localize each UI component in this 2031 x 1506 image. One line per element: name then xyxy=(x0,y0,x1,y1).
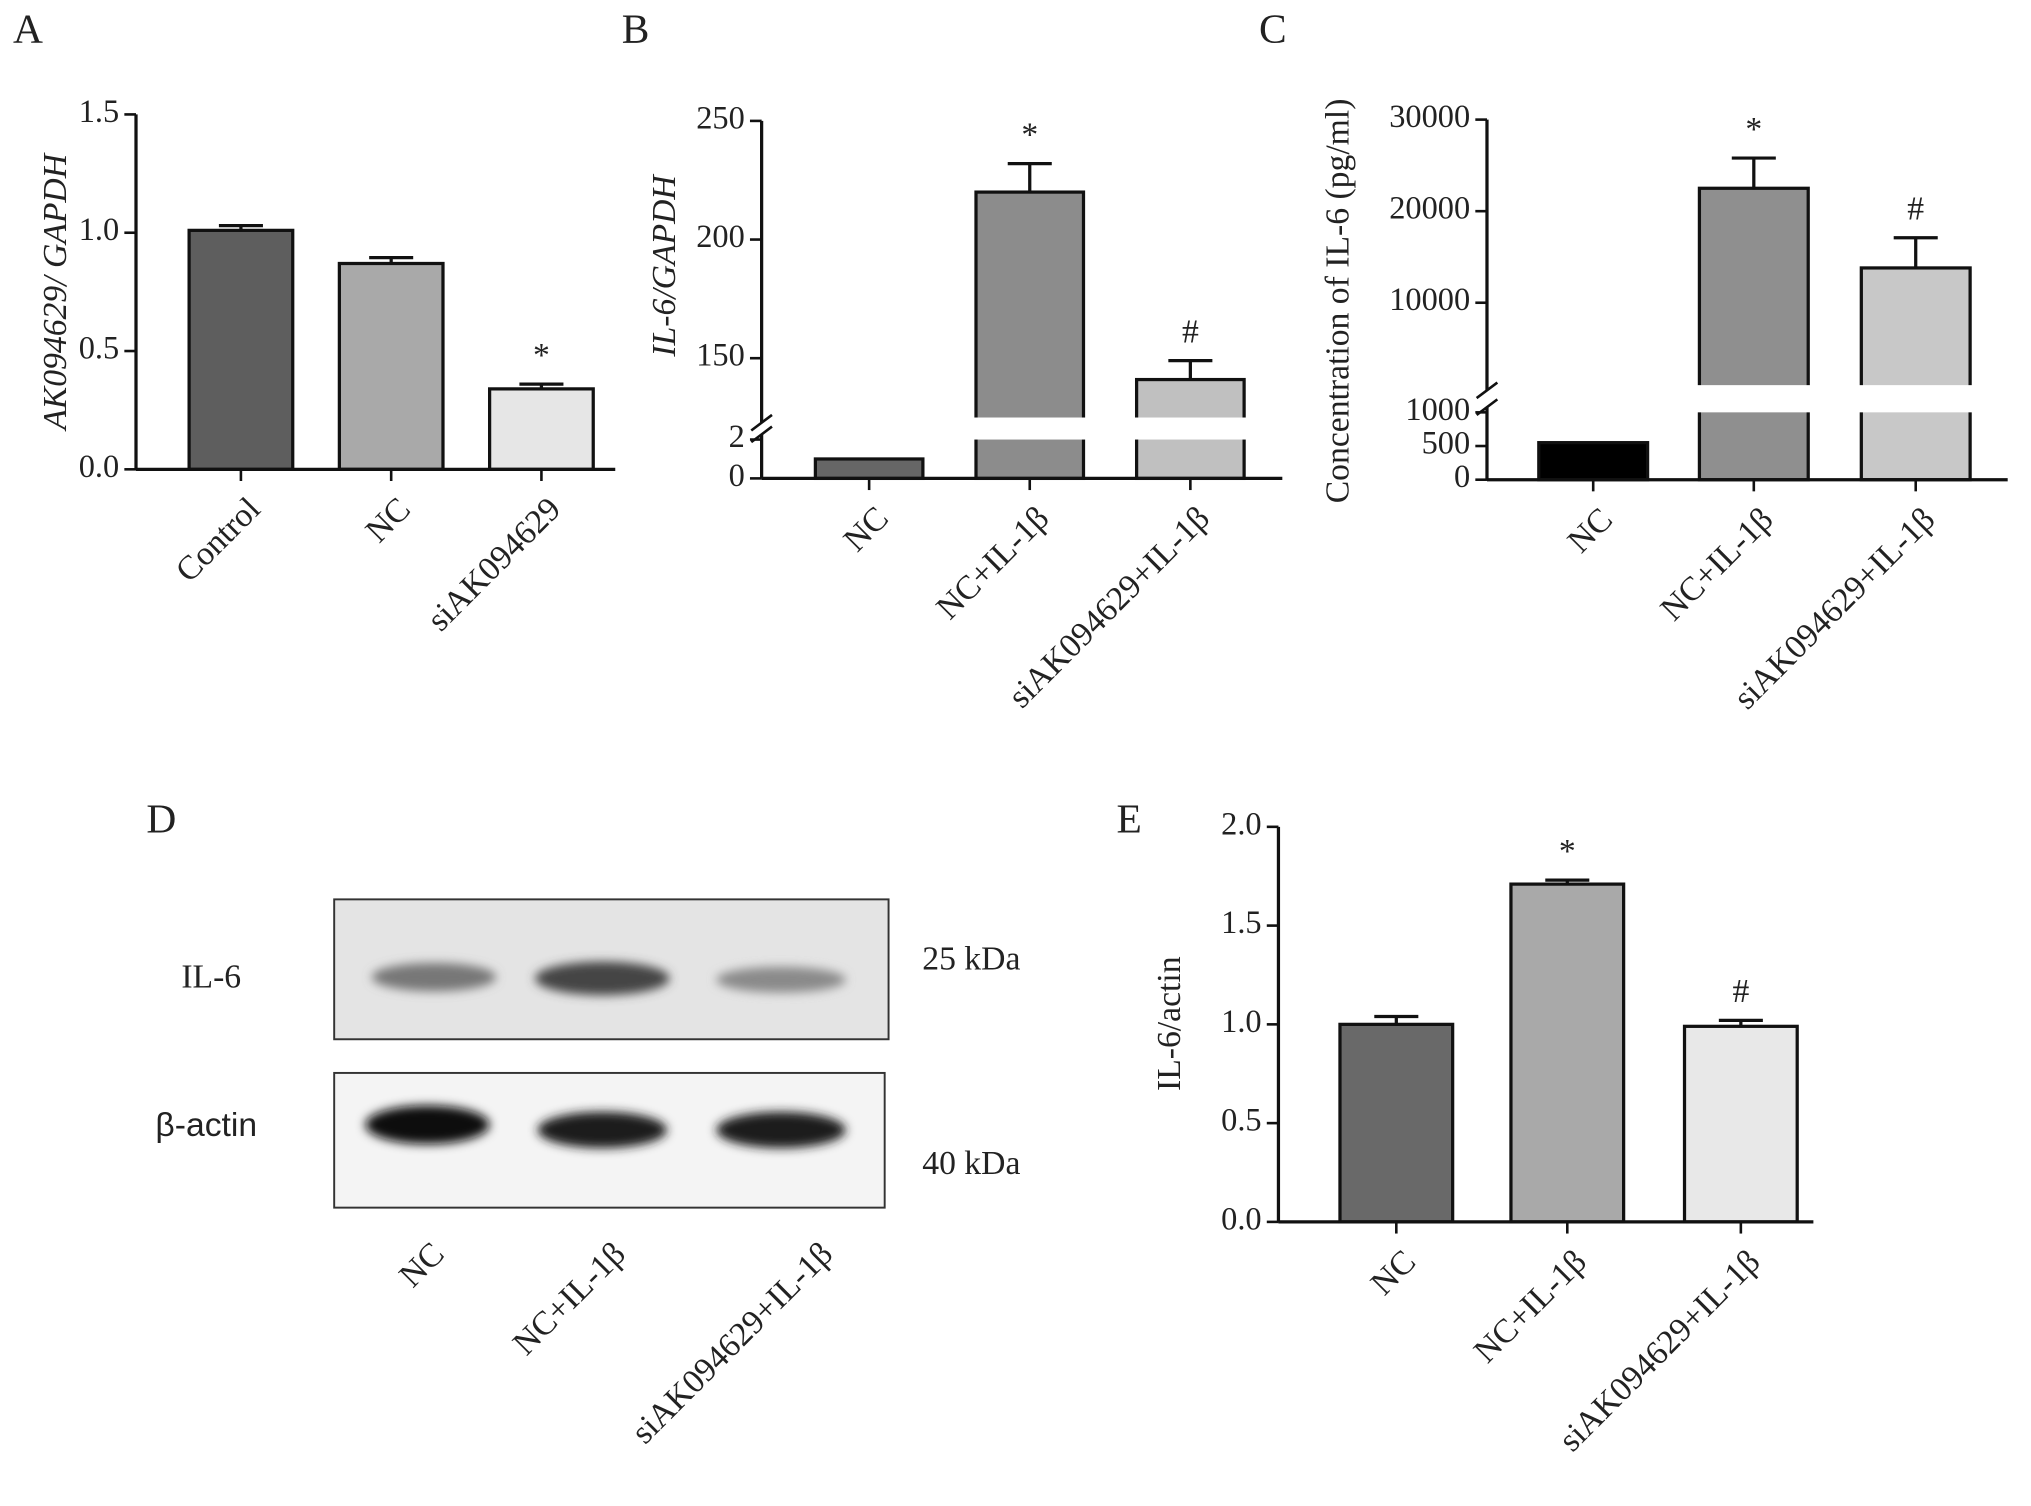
bar xyxy=(1859,266,1972,482)
panel-letter: D xyxy=(146,795,176,841)
panel-letter: B xyxy=(622,5,650,51)
y-axis-label: IL-6/actin xyxy=(1151,956,1188,1091)
size-label: 40 kDa xyxy=(922,1145,1020,1182)
error-bar xyxy=(1893,236,1938,268)
y-tick-label: 2 xyxy=(729,419,745,455)
bar xyxy=(337,261,445,471)
x-tick-label: NC xyxy=(837,500,896,559)
error-bar xyxy=(1545,878,1590,885)
y-tick-label: 0.5 xyxy=(1221,1103,1261,1139)
y-tick-label: 2.0 xyxy=(1221,806,1261,842)
y-tick-label: 30000 xyxy=(1389,99,1470,135)
bar xyxy=(187,228,295,471)
x-tick-label: Control xyxy=(169,491,268,590)
y-tick-label: 0.0 xyxy=(79,449,119,485)
error-bar xyxy=(218,224,263,231)
error-bar xyxy=(1718,1018,1763,1027)
x-tick-label: siAK094629 xyxy=(420,491,568,639)
y-axis-label: Concentration of IL-6 (pg/ml) xyxy=(1319,99,1356,504)
bar xyxy=(1338,1022,1455,1224)
y-axis-label: IL-6/GAPDH xyxy=(646,174,683,358)
error-bar xyxy=(1374,1014,1419,1025)
bar xyxy=(1697,186,1810,482)
row-label: IL-6 xyxy=(181,958,241,995)
error-bar xyxy=(1007,161,1052,193)
bar xyxy=(1537,441,1650,482)
row-label: β-actin xyxy=(155,1107,257,1144)
bar xyxy=(487,387,595,471)
y-tick-label: 500 xyxy=(1422,425,1471,461)
y-tick-label: 150 xyxy=(696,338,745,374)
y-tick-label: 1.0 xyxy=(79,212,119,248)
x-tick-label: NC xyxy=(359,491,418,550)
y-tick-label: 0 xyxy=(1454,459,1470,495)
annotation: * xyxy=(533,337,550,374)
western-blot: D IL-6 β-actin 25 kDa 40 kDa NC NC+IL-1β… xyxy=(146,795,1020,1451)
annotation: * xyxy=(1559,833,1576,870)
error-bar xyxy=(1168,358,1213,380)
y-tick-label: 200 xyxy=(696,219,745,255)
error-bar xyxy=(1731,156,1776,189)
band xyxy=(371,962,497,992)
annotation: # xyxy=(1732,973,1749,1010)
y-tick-label: 250 xyxy=(696,100,745,136)
error-bar xyxy=(369,255,414,264)
y-tick-label: 0.5 xyxy=(79,330,119,366)
axis-break-gap xyxy=(1857,385,1975,413)
band xyxy=(716,966,846,993)
x-tick-label: NC+IL-1β xyxy=(1653,501,1780,628)
band xyxy=(534,961,670,996)
annotation: # xyxy=(1182,313,1199,350)
axis-break-gap xyxy=(1132,417,1249,440)
y-tick-label: 20000 xyxy=(1389,191,1470,227)
bar xyxy=(1509,882,1626,1224)
y-tick-label: 1.5 xyxy=(79,94,119,130)
y-tick-label: 0 xyxy=(729,458,745,494)
y-axis-label: AK094629/ GAPDH xyxy=(37,152,74,431)
y-tick-label: 0.0 xyxy=(1221,1201,1261,1237)
bar xyxy=(1682,1024,1799,1224)
size-label: 25 kDa xyxy=(922,940,1020,977)
lane-label: siAK094629+IL-1β xyxy=(624,1235,840,1451)
x-tick-label: NC xyxy=(1364,1243,1423,1302)
y-tick-label: 1.0 xyxy=(1221,1004,1261,1040)
x-tick-label: NC xyxy=(1561,501,1620,560)
panel-letter: A xyxy=(13,5,43,51)
annotation: * xyxy=(1021,116,1038,153)
y-tick-label: 1000 xyxy=(1405,392,1470,428)
x-tick-label: NC+IL-1β xyxy=(1467,1243,1594,1370)
panel-letter: E xyxy=(1117,795,1142,841)
lane-label: NC xyxy=(392,1235,451,1294)
annotation: # xyxy=(1907,191,1924,228)
axis-break-gap xyxy=(1695,385,1813,413)
bar xyxy=(813,457,925,481)
band xyxy=(365,1105,490,1145)
axis-break-gap xyxy=(972,417,1088,440)
y-tick-label: 1.5 xyxy=(1221,905,1261,941)
lane-label: NC+IL-1β xyxy=(506,1235,633,1362)
y-tick-label: 10000 xyxy=(1389,282,1470,318)
panel-letter: C xyxy=(1259,5,1287,51)
annotation: * xyxy=(1745,111,1762,148)
band xyxy=(716,1111,846,1149)
band xyxy=(537,1111,668,1149)
x-tick-label: NC+IL-1β xyxy=(929,500,1056,627)
error-bar xyxy=(519,382,564,389)
